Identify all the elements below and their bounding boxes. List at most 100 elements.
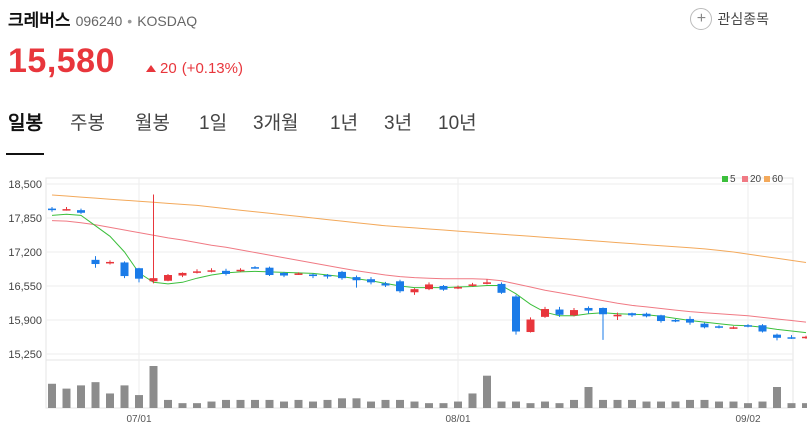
add-favorite-button[interactable]: + 관심종목	[690, 8, 769, 30]
volume-bar	[700, 399, 709, 408]
volume-bar	[338, 398, 346, 408]
volume-bar	[584, 387, 593, 408]
legend-swatch	[722, 176, 728, 182]
candle-body	[729, 327, 738, 329]
volume-bar	[77, 385, 85, 408]
candle-body	[512, 296, 520, 332]
candle-body	[758, 325, 767, 332]
candle-body	[439, 286, 448, 290]
candle-body	[715, 326, 723, 328]
candle-body	[323, 275, 332, 277]
volume-bar	[106, 393, 114, 408]
volume-bar	[439, 403, 448, 408]
candle-body	[541, 309, 549, 317]
volume-bar	[671, 401, 680, 408]
candle-body	[555, 309, 564, 315]
volume-bar	[541, 401, 549, 408]
candle-body	[425, 284, 433, 290]
stock-chart: 18,500 17,850 17,200 16,550 15,900 15,250 07/0…	[8, 174, 807, 425]
candle-body	[628, 313, 636, 316]
candle-body	[686, 318, 694, 323]
volume-bar	[512, 401, 520, 408]
stock-name: 크레버스	[8, 11, 71, 30]
volume-panel-frame	[45, 359, 794, 409]
tab-weekly[interactable]: 주봉	[70, 113, 105, 134]
candle-body	[294, 273, 303, 275]
candle-body	[700, 323, 709, 328]
volume-bar	[483, 375, 491, 408]
candle-body	[120, 262, 129, 277]
y-tick-label: 15,900	[8, 315, 42, 327]
candle-body	[207, 270, 216, 272]
volume-bar	[323, 399, 332, 408]
change-percent: (+0.13%)	[181, 60, 243, 77]
volume-bar	[642, 401, 651, 408]
candle-body	[265, 267, 274, 276]
volume-bar	[396, 399, 404, 408]
y-tick-label: 15,250	[8, 349, 42, 361]
tab-monthly[interactable]: 월봉	[135, 113, 170, 134]
volume-bar	[381, 399, 390, 408]
y-tick-label: 18,500	[8, 179, 42, 191]
volume-bar	[367, 401, 375, 408]
candle-body	[483, 282, 491, 284]
favorite-label: 관심종목	[717, 11, 769, 27]
separator-dot: •	[127, 13, 133, 29]
volume-bar	[497, 401, 506, 408]
candle-body	[178, 272, 187, 276]
volume-bar	[555, 403, 564, 408]
candle-body	[367, 279, 375, 283]
x-tick-label: 08/01	[445, 414, 470, 425]
candle-body	[410, 289, 419, 293]
candle-body	[584, 307, 593, 311]
y-tick-label: 16,550	[8, 281, 42, 293]
legend-label: 5	[730, 174, 736, 185]
ma60-line	[51, 194, 807, 263]
volume-bar	[48, 383, 56, 408]
volume-bar	[729, 401, 738, 408]
plus-icon: +	[690, 8, 713, 30]
volume-bar	[468, 393, 477, 408]
tab-3months[interactable]: 3개월	[253, 113, 299, 134]
candle-body	[222, 270, 230, 274]
candle-body	[236, 269, 245, 272]
y-tick-label: 17,200	[8, 247, 42, 259]
tab-1year[interactable]: 1년	[330, 113, 359, 134]
volume-bar	[164, 399, 172, 408]
tab-daily[interactable]: 일봉	[8, 113, 43, 134]
candle-body	[526, 319, 535, 333]
tab-1day[interactable]: 1일	[199, 113, 228, 134]
candle-body	[193, 271, 201, 273]
volume-bar	[280, 401, 288, 408]
volume-bar	[222, 399, 230, 408]
volume-bar	[178, 403, 187, 408]
x-tick-label: 09/02	[735, 414, 760, 425]
volume-bar	[294, 399, 303, 408]
volume-bar	[628, 399, 636, 408]
volume-bar	[773, 387, 781, 408]
candle-body	[787, 337, 796, 339]
volume-bar	[715, 401, 723, 408]
candle-body	[106, 261, 114, 264]
volume-bar	[570, 399, 578, 408]
candle-body	[773, 334, 781, 338]
volume-bar	[657, 401, 665, 408]
candle-body	[338, 271, 346, 279]
tab-3years[interactable]: 3년	[384, 113, 413, 134]
ma5-line	[51, 213, 807, 334]
candle-body	[744, 325, 752, 327]
active-tab-indicator	[6, 153, 44, 155]
volume-bar	[207, 401, 216, 408]
candle-body	[671, 320, 680, 322]
stock-header: 크레버스 096240 • KOSDAQ	[8, 6, 197, 32]
volume-bar	[193, 403, 201, 408]
legend-swatch	[764, 176, 770, 182]
volume-bar	[787, 403, 796, 408]
candle-body	[396, 281, 404, 292]
current-price: 15,580	[8, 42, 115, 80]
tab-10years[interactable]: 10년	[438, 113, 477, 134]
candle-body	[468, 284, 477, 286]
candle-body	[802, 336, 807, 339]
volume-bar	[149, 366, 158, 408]
candle-body	[164, 275, 172, 281]
